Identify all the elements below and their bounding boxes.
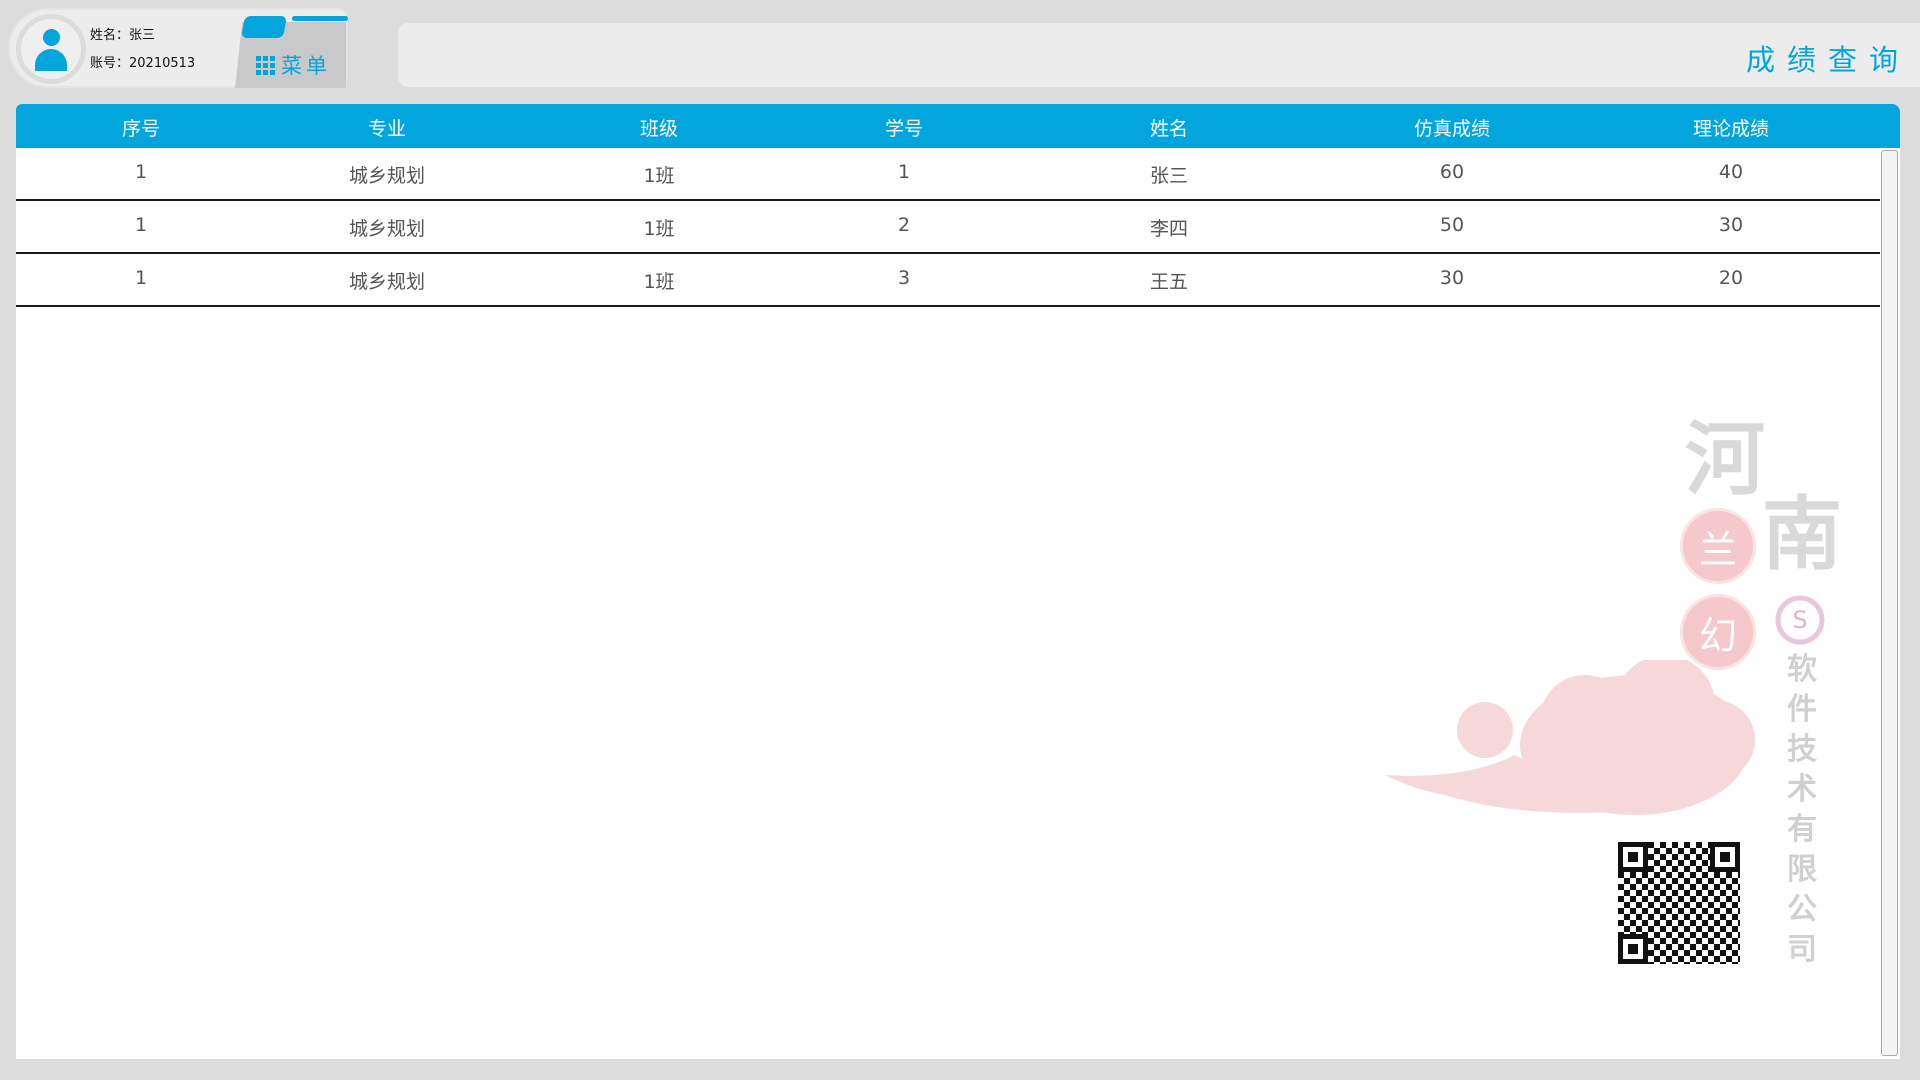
cloud-icon [1385, 660, 1755, 815]
user-account: 账号：20210513 [90, 52, 195, 71]
grid-icon [256, 55, 275, 75]
table-cell: 1班 [643, 271, 675, 293]
qr-code [1618, 842, 1740, 964]
column-header: 专业 [367, 118, 407, 140]
table-cell: 1 [134, 214, 148, 236]
table-cell: 30 [1439, 267, 1465, 289]
table-row[interactable]: 1 城乡规划 1班 3 王五 30 20 [16, 254, 1880, 307]
menu-decoration-line [292, 16, 348, 21]
account-label: 账号： [90, 56, 130, 71]
table-cell: 城乡规划 [348, 271, 426, 293]
avatar [16, 14, 86, 84]
scrollbar[interactable] [1881, 150, 1898, 1056]
table-cell: 王五 [1149, 271, 1189, 293]
table-cell: 2 [897, 214, 911, 236]
seal: 幻 [1680, 594, 1756, 670]
user-name: 姓名：张三 [90, 24, 155, 43]
table-cell: 1 [134, 161, 148, 183]
seal: 兰 [1680, 508, 1756, 584]
table-cell: 张三 [1149, 165, 1189, 187]
table-cell: 李四 [1149, 218, 1189, 240]
table-cell: 1班 [643, 165, 675, 187]
table-body: 1 城乡规划 1班 1 张三 60 40 1 城乡规划 1班 2 李四 50 30 1 城乡规划 1班 3 王五 30… [16, 148, 1900, 307]
svg-text:S: S [1792, 606, 1807, 634]
column-header: 学号 [884, 118, 924, 140]
watermark-char: 河 [1685, 412, 1765, 506]
table-cell: 20 [1718, 267, 1744, 289]
company-logo-icon: S [1775, 595, 1825, 645]
table-cell: 城乡规划 [348, 165, 426, 187]
header-bar: 成绩查询 [398, 23, 1920, 87]
table-cell: 60 [1439, 161, 1465, 183]
table-cell: 1 [134, 267, 148, 289]
table-cell: 50 [1439, 214, 1465, 236]
table-cell: 1班 [643, 218, 675, 240]
table-row[interactable]: 1 城乡规划 1班 1 张三 60 40 [16, 148, 1880, 201]
column-header: 姓名 [1149, 118, 1189, 140]
menu-button[interactable]: 菜单 [256, 50, 331, 80]
column-header: 序号 [121, 118, 161, 140]
table-cell: 40 [1718, 161, 1744, 183]
name-label: 姓名： [90, 28, 130, 43]
account-value: 20210513 [129, 56, 196, 71]
column-header: 班级 [639, 118, 679, 140]
table-cell: 1 [897, 161, 911, 183]
watermark-char: 南 [1762, 487, 1842, 581]
table-cell: 30 [1718, 214, 1744, 236]
name-value: 张三 [129, 28, 156, 43]
table-row[interactable]: 1 城乡规划 1班 2 李四 50 30 [16, 201, 1880, 254]
menu-decoration [241, 16, 287, 38]
score-table: 序号 专业 班级 学号 姓名 仿真成绩 理论成绩 1 城乡规划 1班 1 张三 60 40 1 城乡规划 1班… [16, 104, 1900, 1059]
table-header: 序号 专业 班级 学号 姓名 仿真成绩 理论成绩 [16, 104, 1900, 148]
column-header: 仿真成绩 [1413, 118, 1491, 140]
page-title: 成绩查询 [1745, 43, 1910, 77]
table-cell: 3 [897, 267, 911, 289]
column-header: 理论成绩 [1692, 118, 1770, 140]
table-cell: 城乡规划 [348, 218, 426, 240]
company-name: 软件技术有限公司 [1787, 652, 1817, 967]
menu-label: 菜单 [281, 54, 331, 78]
